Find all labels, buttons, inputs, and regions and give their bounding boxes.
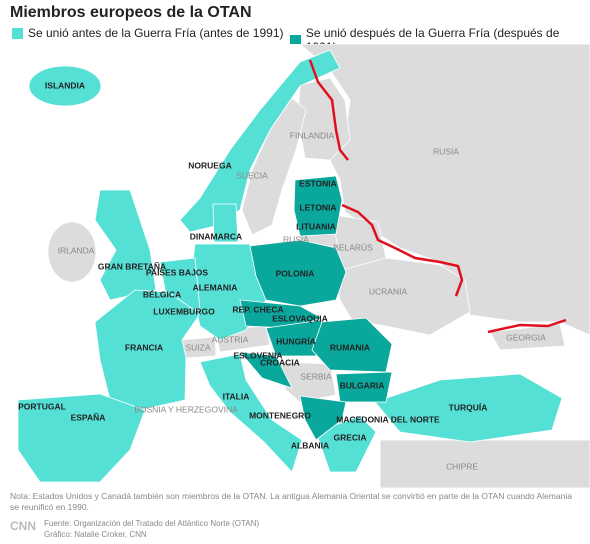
- country-label: NORUEGA: [188, 160, 231, 170]
- country-label: CROACIA: [260, 357, 300, 367]
- country-label: CHIPRE: [446, 461, 478, 471]
- region: [265, 319, 323, 357]
- country-label: DINAMARCA: [190, 231, 242, 241]
- region: [334, 257, 471, 336]
- country-label: GRAN BRETAÑA: [98, 261, 166, 271]
- country-label: AUSTRIA: [212, 334, 249, 344]
- country-label: LETONIA: [299, 202, 336, 212]
- country-label: ESLOVAQUIA: [272, 313, 328, 323]
- country-label: RUSIA: [433, 146, 459, 156]
- country-label: LITUANIA: [296, 221, 336, 231]
- country-label: IRLANDA: [58, 245, 95, 255]
- legend-swatch: [290, 34, 301, 46]
- country-label: ESLOVENIA: [233, 350, 282, 360]
- country-label: BÉLGICA: [143, 289, 181, 299]
- legend-swatch: [12, 27, 23, 39]
- country-label: RUSIA: [283, 234, 309, 244]
- country-label: GRECIA: [333, 432, 366, 442]
- border-line: [341, 203, 464, 297]
- region: [315, 415, 377, 473]
- country-label: ALEMANIA: [193, 282, 238, 292]
- note: Nota: Estados Unidos y Canadá también so…: [10, 491, 572, 512]
- country-label: ALBANIA: [291, 440, 329, 450]
- country-label: TURQUÍA: [449, 402, 488, 412]
- logo: CNN: [10, 519, 36, 533]
- region: [335, 371, 393, 403]
- region: [94, 289, 201, 411]
- map: ISLANDIA NORUEGA FINLANDIA SUECIA RUSIA …: [0, 44, 590, 488]
- country-label: PAÍSES BAJOS: [146, 267, 209, 277]
- title: Miembros europeos de la OTAN: [10, 4, 252, 21]
- country-label: ESPAÑA: [71, 412, 106, 422]
- country-label: ITALIA: [223, 391, 250, 401]
- country-label: SUECIA: [236, 170, 268, 180]
- country-label: POLONIA: [276, 268, 315, 278]
- country-label: LUXEMBURGO: [153, 306, 215, 316]
- border-line: [487, 318, 567, 334]
- country-label: FRANCIA: [125, 342, 163, 352]
- country-label: HUNGRÍA: [276, 336, 316, 346]
- country-label: REP. CHECA: [232, 304, 283, 314]
- region: [299, 395, 347, 441]
- region: [17, 393, 146, 483]
- country-label: MACEDONIA DEL NORTE: [336, 414, 440, 424]
- country-label: SERBIA: [300, 371, 332, 381]
- country-label: BOSNIA Y HERZEGOVINA: [134, 404, 238, 414]
- region: [379, 439, 590, 488]
- region: [249, 239, 347, 307]
- country-label: GEORGIA: [506, 332, 546, 342]
- region: [94, 189, 157, 301]
- country-label: SUIZA: [185, 342, 210, 352]
- border-line: [308, 59, 349, 161]
- country-label: ISLANDIA: [45, 80, 85, 90]
- country-label: PORTUGAL: [18, 401, 66, 411]
- legend-label: Se unió antes de la Guerra Fría (antes d…: [28, 26, 284, 40]
- country-label: ESTONIA: [299, 178, 337, 188]
- credit: Gráfico: Natalie Croker, CNN: [44, 530, 147, 539]
- region: [239, 351, 293, 389]
- region: [212, 203, 239, 243]
- country-label: BELARÚS: [333, 242, 373, 252]
- region: [374, 373, 563, 443]
- country-label: UCRANIA: [369, 286, 408, 296]
- country-label: BULGARIA: [340, 380, 385, 390]
- source: Fuente: Organización del Tratado del Atl…: [44, 519, 260, 528]
- country-label: MONTENEGRO: [249, 410, 311, 420]
- region: [241, 97, 307, 236]
- region: [293, 175, 343, 237]
- region: [47, 221, 97, 283]
- region: [199, 353, 303, 473]
- country-label: FINLANDIA: [290, 130, 335, 140]
- country-label: RUMANIA: [330, 342, 370, 352]
- legend-item: Se unió antes de la Guerra Fría (antes d…: [12, 26, 284, 40]
- region: [28, 65, 102, 107]
